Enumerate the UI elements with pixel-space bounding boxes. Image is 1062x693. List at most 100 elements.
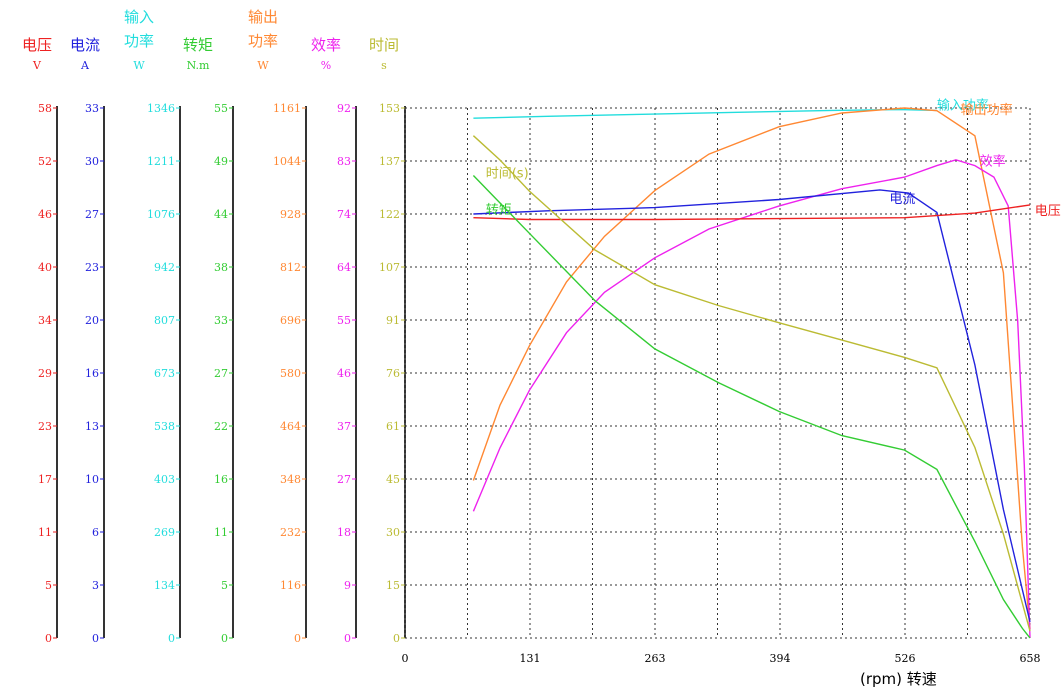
y-tick-label: 137: [379, 155, 400, 168]
y-tick-label: 0: [168, 632, 175, 645]
y-tick-label: 64: [337, 261, 351, 274]
axis-title-input-power: 输入功率: [124, 8, 154, 50]
y-axis-time: 时间 s 0 15 30 45 61 76 91 107 122 137 153: [369, 36, 406, 645]
y-axis-output-power: 输出功率 W 0 116 232 348 464 580 696 812 928 1044 1161: [248, 8, 307, 645]
y-tick-label: 5: [221, 579, 228, 592]
y-tick-label: 27: [214, 367, 228, 380]
y-tick-label: 0: [344, 632, 351, 645]
y-axis-input-power: 输入功率 W 0 134 269 403 538 673 807 942 1076 1211 1346: [124, 8, 181, 645]
y-tick-label: 696: [280, 314, 301, 327]
y-axis-current: 电流 A 0 3 6 10 13 16 20 23 27 30 33: [70, 36, 105, 645]
y-tick-label: 16: [214, 473, 228, 486]
y-tick-label: 5: [45, 579, 52, 592]
y-tick-label: 27: [337, 473, 351, 486]
y-tick-label: 46: [38, 208, 52, 221]
y-tick-label: 61: [386, 420, 400, 433]
y-tick-label: 34: [38, 314, 52, 327]
y-tick-label: 74: [337, 208, 351, 221]
y-tick-label: 269: [154, 526, 175, 539]
y-tick-label: 55: [214, 102, 228, 115]
y-tick-label: 1211: [147, 155, 175, 168]
y-tick-label: 11: [38, 526, 52, 539]
y-tick-label: 37: [337, 420, 351, 433]
grid-group: [404, 107, 1031, 639]
y-axes-group: 电压V05111723293440465258电流A03610131620232…: [22, 8, 406, 645]
x-tick-label: 0: [402, 652, 409, 665]
y-tick-label: 11: [214, 526, 228, 539]
y-tick-label: 942: [154, 261, 175, 274]
y-tick-label: 0: [393, 632, 400, 645]
y-tick-label: 76: [386, 367, 400, 380]
y-tick-label: 812: [280, 261, 301, 274]
y-tick-label: 464: [280, 420, 301, 433]
y-tick-label: 27: [85, 208, 99, 221]
y-tick-label: 6: [92, 526, 99, 539]
y-tick-label: 580: [280, 367, 301, 380]
series-line-current: [473, 189, 1031, 623]
series-line-time: [472, 135, 1031, 632]
y-tick-label: 928: [280, 208, 301, 221]
y-tick-label: 1346: [147, 102, 175, 115]
y-tick-label: 153: [379, 102, 400, 115]
y-tick-label: 1161: [273, 102, 301, 115]
y-tick-label: 3: [92, 579, 99, 592]
x-axis-label: (rpm) 转速: [860, 670, 937, 688]
series-annotation-time: 时间(s): [486, 166, 529, 181]
y-tick-label: 38: [214, 261, 228, 274]
y-tick-label: 13: [85, 420, 99, 433]
axis-title-output-power: 输出功率: [248, 8, 278, 50]
y-tick-label: 0: [92, 632, 99, 645]
y-tick-label: 538: [154, 420, 175, 433]
x-tick-label: 263: [645, 652, 666, 665]
axis-unit-output-power: W: [257, 59, 269, 72]
axis-title-time: 时间: [369, 36, 399, 54]
series-annotation-voltage: 电压: [1035, 204, 1061, 219]
x-axis-group: 0 131 263 394 526 658: [402, 652, 1041, 665]
axis-unit-torque: N.m: [187, 59, 210, 72]
y-tick-label: 116: [280, 579, 301, 592]
axis-title-efficiency: 效率: [311, 36, 341, 54]
y-axis-voltage: 电压 V 0 5 11 17 23 29 34 40 46 52 58: [22, 36, 58, 645]
y-tick-label: 58: [38, 102, 52, 115]
y-tick-label: 403: [154, 473, 175, 486]
y-tick-label: 1076: [147, 208, 175, 221]
y-tick-label: 134: [154, 579, 175, 592]
y-tick-label: 23: [38, 420, 52, 433]
axis-title-voltage: 电压: [22, 36, 52, 54]
y-tick-label: 0: [45, 632, 52, 645]
y-tick-label: 44: [214, 208, 228, 221]
axis-unit-current: A: [80, 59, 90, 72]
y-tick-label: 122: [379, 208, 400, 221]
x-tick-label: 131: [520, 652, 541, 665]
axis-unit-input-power: W: [133, 59, 145, 72]
x-tick-label: 658: [1020, 652, 1041, 665]
y-tick-label: 16: [85, 367, 99, 380]
series-line-torque: [472, 175, 1031, 639]
series-line-efficiency: [472, 159, 1031, 639]
series-annotation-input-power: 输入功率: [937, 98, 989, 114]
x-tick-label: 526: [895, 652, 916, 665]
series-line-voltage: [473, 204, 1031, 221]
y-tick-label: 15: [386, 579, 400, 592]
y-tick-label: 92: [337, 102, 351, 115]
y-tick-label: 18: [337, 526, 351, 539]
y-axis-efficiency: 效率% 0 9 18 27 37 46 55 64 74 83 92: [311, 36, 357, 645]
y-tick-label: 673: [154, 367, 175, 380]
y-tick-label: 0: [221, 632, 228, 645]
y-tick-label: 9: [344, 579, 351, 592]
y-tick-label: 232: [280, 526, 301, 539]
axis-title-current: 电流: [70, 36, 100, 54]
series-group: [472, 107, 1031, 639]
y-tick-label: 40: [38, 261, 52, 274]
y-tick-label: 33: [85, 102, 99, 115]
y-tick-label: 23: [85, 261, 99, 274]
y-tick-label: 10: [85, 473, 99, 486]
y-tick-label: 30: [85, 155, 99, 168]
y-tick-label: 1044: [273, 155, 301, 168]
y-tick-label: 17: [38, 473, 52, 486]
y-tick-label: 83: [337, 155, 351, 168]
series-annotation-torque: 转矩: [486, 203, 512, 218]
series-annotation-output-power: 输出功率: [961, 102, 1013, 118]
